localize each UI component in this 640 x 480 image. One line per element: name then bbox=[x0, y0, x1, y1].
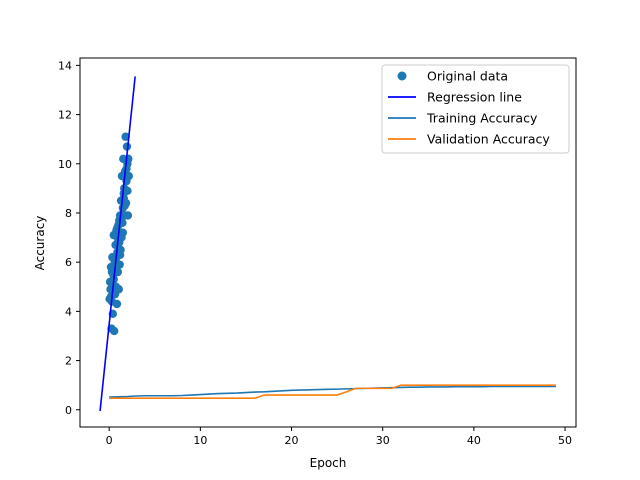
y-tick-label: 6 bbox=[65, 256, 72, 269]
plot-area bbox=[99, 76, 556, 412]
y-axis-label: Accuracy bbox=[33, 216, 47, 271]
x-tick-label: 20 bbox=[285, 434, 299, 447]
scatter-point bbox=[121, 132, 130, 141]
scatter-point bbox=[123, 211, 133, 220]
x-tick-label: 30 bbox=[376, 434, 390, 447]
x-axis: 0 10 20 30 40 50 bbox=[106, 427, 572, 447]
scatter-point bbox=[109, 326, 119, 336]
legend-label: Regression line bbox=[427, 90, 522, 105]
y-tick-label: 4 bbox=[65, 305, 72, 318]
axes-frame bbox=[79, 57, 577, 428]
x-tick-label: 10 bbox=[193, 434, 207, 447]
scatter-point bbox=[119, 189, 128, 198]
scatter-point bbox=[115, 216, 124, 225]
y-tick-label: 0 bbox=[65, 404, 72, 417]
scatter-point bbox=[112, 299, 122, 309]
y-tick-label: 14 bbox=[58, 59, 72, 72]
y-axis: 0 2 4 6 8 10 12 14 bbox=[58, 59, 80, 417]
validation-accuracy-line bbox=[109, 384, 556, 400]
legend-marker bbox=[397, 71, 407, 81]
legend-label: Validation Accuracy bbox=[427, 132, 550, 147]
y-tick-label: 12 bbox=[58, 109, 72, 122]
regression-line-line bbox=[99, 76, 136, 412]
y-tick-label: 8 bbox=[65, 207, 72, 220]
y-tick-label: 2 bbox=[65, 355, 72, 368]
legend-box bbox=[381, 64, 570, 154]
scatter-point bbox=[106, 292, 116, 301]
scatter-point bbox=[124, 171, 133, 181]
scatter-point bbox=[122, 142, 132, 151]
legend-label: Training Accuracy bbox=[426, 111, 538, 126]
legend-label: Original data bbox=[427, 69, 508, 84]
x-axis-label: Epoch bbox=[310, 456, 347, 470]
x-tick-label: 40 bbox=[467, 434, 481, 447]
training-accuracy-line bbox=[109, 385, 556, 398]
x-tick-label: 50 bbox=[558, 434, 572, 447]
x-tick-label: 0 bbox=[106, 434, 113, 447]
legend: Original data Regression line Training Acc… bbox=[381, 64, 570, 154]
scatter-point bbox=[123, 159, 132, 168]
scatter-point bbox=[114, 285, 123, 294]
y-tick-label: 10 bbox=[58, 158, 72, 171]
